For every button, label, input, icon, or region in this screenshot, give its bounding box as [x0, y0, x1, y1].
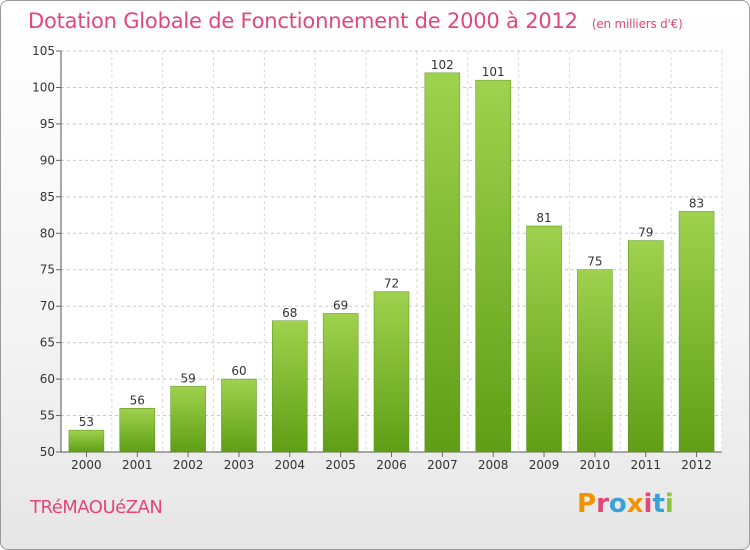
- bar: [475, 79, 511, 453]
- x-tick-label: 2003: [224, 458, 255, 472]
- data-label: 83: [689, 196, 704, 210]
- logo-letter: o: [608, 489, 627, 519]
- y-tick-label: 70: [40, 299, 55, 313]
- data-label: 56: [130, 393, 145, 407]
- y-tick-label: 80: [40, 226, 55, 240]
- bars: [68, 72, 715, 453]
- y-tick-label: 55: [40, 409, 55, 423]
- bar: [272, 320, 308, 453]
- bar: [119, 408, 156, 453]
- x-tick-label: 2011: [630, 458, 661, 472]
- logo-letter: i: [643, 489, 653, 519]
- bar: [221, 378, 257, 453]
- bar: [577, 269, 613, 453]
- data-label: 72: [384, 277, 399, 291]
- logo-letter: i: [664, 489, 674, 519]
- y-tick-label: 50: [40, 445, 55, 459]
- data-label: 81: [536, 211, 551, 225]
- data-label: 68: [282, 306, 297, 320]
- x-tick-label: 2008: [478, 458, 509, 472]
- bar: [526, 225, 562, 453]
- x-tick-label: 2000: [71, 458, 102, 472]
- x-tick-label: 2001: [122, 458, 153, 472]
- x-tick-label: 2002: [173, 458, 204, 472]
- x-tick-label: 2007: [427, 458, 458, 472]
- chart-title: Dotation Globale de Fonctionnement de 20…: [28, 9, 683, 33]
- bar: [322, 313, 359, 453]
- y-tick-label: 85: [40, 190, 55, 204]
- y-tick-label: 95: [40, 117, 55, 131]
- proxiti-logo: Proxiti: [577, 489, 674, 519]
- y-tick-label: 60: [40, 372, 55, 386]
- bar: [627, 240, 664, 453]
- logo-letter: x: [626, 489, 644, 519]
- data-label: 75: [587, 255, 602, 269]
- logo-letter: r: [596, 489, 609, 519]
- x-tick-label: 2010: [580, 458, 611, 472]
- x-tick-label: 2005: [325, 458, 356, 472]
- x-tick-label: 2004: [275, 458, 306, 472]
- bar: [373, 291, 410, 453]
- x-tick-label: 2012: [681, 458, 712, 472]
- data-label: 59: [180, 371, 195, 385]
- commune-name: TRéMAOUéZAN: [30, 497, 163, 518]
- bar: [68, 429, 105, 453]
- bar: [678, 211, 715, 453]
- data-label: 79: [638, 226, 653, 240]
- bar: [170, 386, 206, 453]
- chart-unit: (en milliers d'€): [591, 17, 683, 31]
- y-tick-label: 90: [40, 153, 55, 167]
- logo-letter: P: [577, 489, 597, 519]
- x-tick-label: 2006: [376, 458, 407, 472]
- data-label: 102: [431, 58, 454, 72]
- data-label: 60: [231, 364, 246, 378]
- x-tick-label: 2009: [529, 458, 560, 472]
- data-label: 53: [79, 415, 94, 429]
- data-label: 69: [333, 298, 348, 312]
- y-tick-label: 100: [32, 80, 55, 94]
- y-tick-label: 105: [32, 44, 55, 58]
- logo-letter: t: [652, 489, 665, 519]
- bar: [424, 72, 461, 453]
- data-label: 101: [482, 65, 505, 79]
- labels: 50 55 60 65 70 75 80 85 90 95 100 105 53 2000 56 2001 59…: [32, 44, 712, 472]
- y-tick-label: 65: [40, 336, 55, 350]
- y-tick-label: 75: [40, 263, 55, 277]
